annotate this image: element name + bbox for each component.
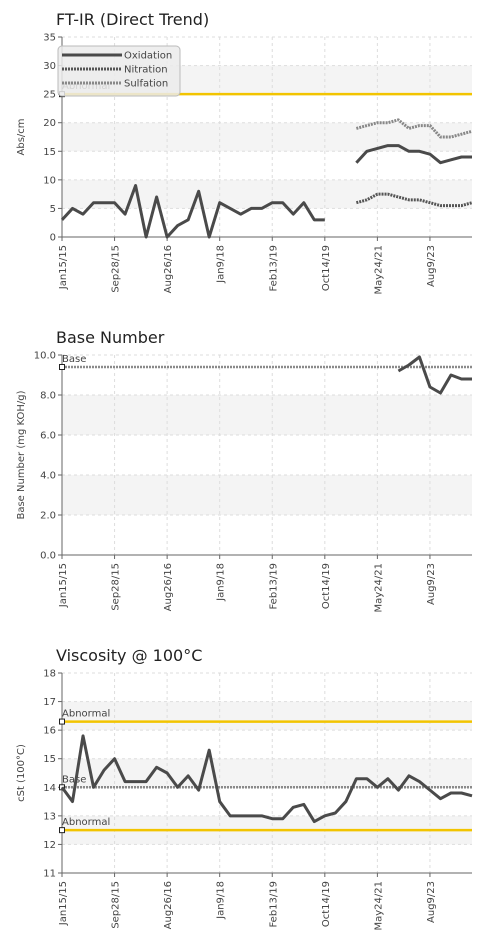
y-tick-label: 0.0	[40, 551, 56, 562]
chart-title: FT-IR (Direct Trend)	[56, 10, 209, 29]
grid-band	[62, 758, 472, 788]
y-tick-label: 15	[43, 147, 56, 158]
y-tick-label: 17	[43, 697, 56, 708]
chart-title: Viscosity @ 100°C	[56, 646, 202, 665]
legend-label: Oxidation	[124, 51, 172, 62]
y-tick-label: 15	[43, 754, 56, 765]
x-tick-label: Aug9/23	[426, 245, 437, 287]
x-tick-label: Aug26/16	[163, 563, 174, 611]
y-tick-label: 14	[43, 783, 56, 794]
y-tick-label: 4.0	[40, 471, 56, 482]
y-tick-label: 30	[43, 61, 56, 72]
y-axis-label: Base Number (mg KOH/g)	[16, 390, 27, 519]
y-axis-label: cSt (100°C)	[16, 744, 27, 802]
x-tick-label: Jan15/15	[58, 245, 69, 290]
x-tick-label: Feb13/19	[268, 245, 279, 292]
x-tick-label: Jan9/18	[216, 881, 227, 920]
x-tick-label: Oct14/19	[321, 881, 332, 927]
legend-label: Nitration	[124, 65, 168, 76]
x-tick-label: Sep28/15	[111, 245, 122, 293]
y-tick-label: 18	[43, 669, 56, 680]
x-tick-label: May24/21	[373, 563, 384, 613]
x-tick-label: Feb13/19	[268, 881, 279, 928]
x-tick-label: May24/21	[373, 881, 384, 931]
y-tick-label: 5	[50, 204, 56, 215]
y-tick-label: 35	[43, 33, 56, 44]
y-tick-label: 20	[43, 118, 56, 129]
x-tick-label: Jan15/15	[58, 563, 69, 608]
x-tick-label: Jan15/15	[58, 881, 69, 926]
reference-marker	[59, 364, 65, 370]
series-line	[355, 144, 472, 165]
x-tick-label: Jan9/18	[216, 245, 227, 284]
x-tick-label: Jan9/18	[216, 563, 227, 602]
y-tick-label: 10.0	[34, 351, 56, 362]
series-line	[60, 734, 473, 824]
y-tick-label: 0	[50, 233, 56, 244]
y-axis-label: Abs/cm	[16, 118, 27, 155]
grid-band	[62, 701, 472, 731]
grid-band	[62, 395, 472, 435]
x-tick-label: Aug9/23	[426, 563, 437, 605]
y-tick-label: 2.0	[40, 511, 56, 522]
reference-label: Base	[62, 354, 86, 365]
x-tick-label: Aug9/23	[426, 881, 437, 923]
y-tick-label: 16	[43, 726, 56, 737]
chart-title: Base Number	[56, 328, 165, 347]
series-line	[355, 118, 473, 139]
series-line	[397, 355, 472, 395]
y-tick-label: 8.0	[40, 391, 56, 402]
y-tick-label: 6.0	[40, 431, 56, 442]
x-tick-label: Oct14/19	[321, 245, 332, 291]
legend-box	[57, 45, 181, 97]
reference-label: Abnormal	[62, 817, 110, 828]
series-line	[355, 192, 473, 208]
reference-marker	[59, 718, 65, 725]
x-tick-label: Feb13/19	[268, 563, 279, 610]
x-tick-label: Aug26/16	[163, 881, 174, 929]
x-tick-label: Sep28/15	[111, 563, 122, 611]
series-line	[60, 184, 325, 239]
y-tick-label: 11	[43, 869, 56, 880]
y-tick-label: 13	[43, 811, 56, 822]
y-tick-label: 10	[43, 175, 56, 186]
reference-label: Abnormal	[62, 709, 110, 720]
legend-label: Sulfation	[124, 79, 168, 90]
x-tick-label: May24/21	[373, 245, 384, 295]
grid-band	[62, 122, 472, 152]
x-tick-label: Oct14/19	[321, 563, 332, 609]
y-tick-label: 12	[43, 840, 56, 851]
grid-band	[62, 475, 472, 515]
x-tick-label: Sep28/15	[111, 881, 122, 929]
y-tick-label: 25	[43, 90, 56, 101]
reference-label: Base	[62, 774, 86, 785]
x-tick-label: Aug26/16	[163, 245, 174, 293]
reference-marker	[59, 827, 65, 834]
